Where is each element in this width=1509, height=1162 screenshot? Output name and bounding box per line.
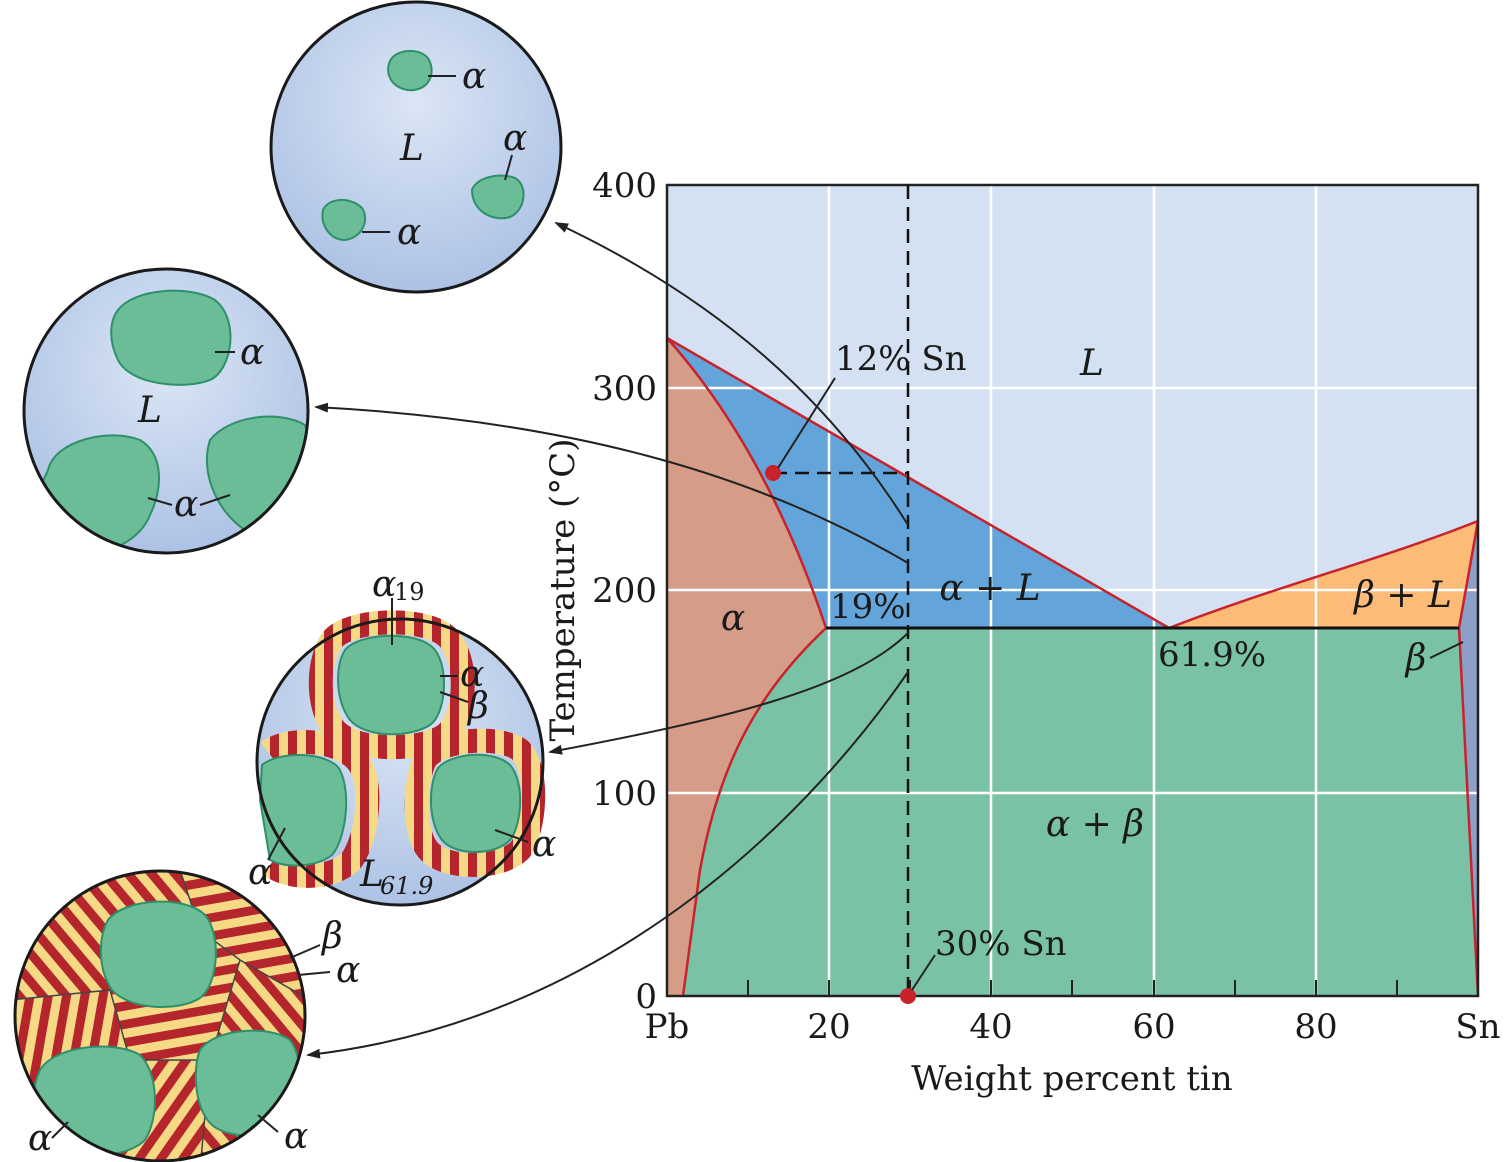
- x-axis-title: Weight percent tin: [911, 1059, 1232, 1099]
- circle1-alpha-1: α: [462, 56, 486, 97]
- circle3-alpha-top: α: [372, 564, 396, 605]
- phase-boundaries: [666, 336, 1480, 997]
- circle4-alpha-bottom-right: α: [284, 1116, 308, 1157]
- alpha-grain: [337, 634, 446, 736]
- label-alpha-plus-beta: α + β: [1046, 804, 1144, 845]
- alpha-grain: [99, 900, 217, 1008]
- circle3-liquid-sub: 61.9: [380, 872, 433, 900]
- y-axis-title: Temperature (°C): [543, 438, 583, 741]
- x-tick-40: 40: [969, 1007, 1012, 1047]
- annotation-30-sn: 30% Sn: [935, 924, 1067, 964]
- circle4-beta-label: β: [320, 916, 343, 957]
- circle4-alpha-label: α: [336, 950, 360, 991]
- circle2-alpha-1: α: [240, 332, 264, 373]
- label-beta: β: [1404, 638, 1427, 679]
- label-beta-plus-liquid: β + L: [1352, 575, 1452, 616]
- circle4-alpha-bottom-left: α: [28, 1118, 52, 1159]
- circle3-alpha-bottom-left: α: [248, 852, 272, 893]
- annotation-19: 19%: [830, 587, 906, 627]
- alpha-grain: [110, 289, 232, 386]
- annotation-eutectic: 61.9%: [1158, 635, 1266, 675]
- circle3-alpha-bottom-right: α: [532, 824, 556, 865]
- point-12-sn: [765, 465, 781, 481]
- alpha-plus-beta-region: [683, 628, 1478, 996]
- liquidus-beta: [1168, 519, 1479, 630]
- annotation-12-sn: 12% Sn: [835, 339, 967, 379]
- y-tick-300: 300: [592, 369, 657, 409]
- solvus-alpha: [681, 627, 827, 997]
- circle3-alpha-sub: 19: [394, 578, 425, 606]
- alpha-grain: [387, 50, 433, 92]
- point-30-sn: [900, 988, 916, 1004]
- x-tick-60: 60: [1132, 1007, 1175, 1047]
- circle1-liquid: L: [399, 128, 424, 169]
- circle2-alpha-2: α: [174, 484, 198, 525]
- x-tick-20: 20: [807, 1007, 850, 1047]
- arrow-to-circle4: [306, 671, 909, 1059]
- circle1-alpha-3: α: [397, 212, 421, 253]
- x-tick-sn: Sn: [1455, 1007, 1500, 1047]
- arrow-to-circle1: [554, 222, 909, 526]
- phase-diagram: 400 300 200 100 0 Pb 20 40 60 80 Sn Weig…: [543, 166, 1501, 1099]
- eutectic-shell: [404, 728, 546, 877]
- x-tick-pb: Pb: [645, 1007, 690, 1047]
- y-tick-400: 400: [592, 166, 657, 206]
- circle2-liquid: L: [137, 390, 162, 431]
- y-tick-100: 100: [592, 774, 657, 814]
- arrow-to-circle3: [548, 632, 909, 755]
- circle3-beta-label: β: [466, 686, 489, 727]
- beta-region: [1459, 521, 1478, 996]
- label-liquid: L: [1079, 343, 1104, 384]
- grid: [667, 185, 1478, 996]
- circle3-alpha-label: α: [460, 654, 484, 695]
- label-alpha: α: [721, 598, 745, 639]
- liquidus-alpha: [666, 336, 1170, 630]
- alpha-region: [667, 338, 826, 996]
- micrograph-3: α 19 α β α L 61.9: [255, 564, 556, 907]
- alpha-grain: [321, 199, 367, 242]
- x-tick-80: 80: [1294, 1007, 1337, 1047]
- circle1-alpha-2: α: [503, 118, 527, 159]
- arrow-to-circle2: [314, 402, 909, 564]
- micrograph-4: β α α α: [13, 869, 360, 1162]
- alpha-grain: [258, 754, 348, 867]
- alpha-grain: [429, 753, 522, 853]
- solidus-beta: [1457, 520, 1480, 629]
- solidus-alpha: [666, 337, 828, 629]
- label-alpha-plus-liquid: α + L: [939, 568, 1040, 609]
- micrograph-2: L α α: [22, 267, 310, 555]
- alpha-grain: [470, 174, 525, 220]
- micrograph-1: L α α α: [269, 0, 563, 294]
- solvus-beta: [1457, 627, 1480, 997]
- arrows: [306, 222, 909, 1059]
- y-tick-200: 200: [592, 571, 657, 611]
- circle3-liquid: L: [359, 854, 384, 895]
- y-tick-0: 0: [635, 977, 657, 1017]
